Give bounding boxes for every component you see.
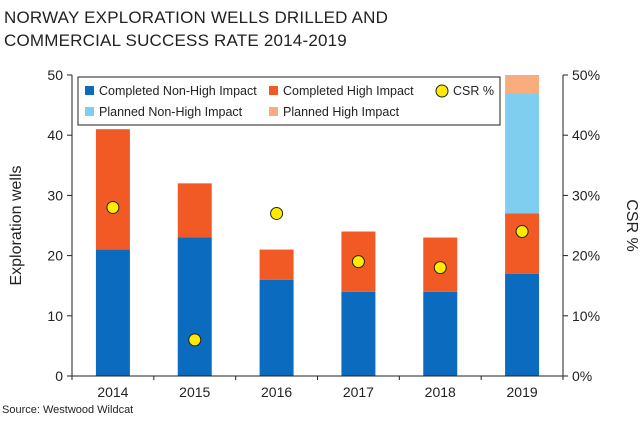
legend-swatch-3 — [85, 107, 94, 116]
bar-2019-series-2 — [505, 93, 540, 214]
y-axis-title: Exploration wells — [8, 165, 25, 285]
legend-swatch-1 — [269, 86, 278, 95]
csr-point-2014 — [106, 200, 120, 214]
bar-2015-series-1 — [177, 183, 212, 238]
bar-2018-series-0 — [423, 291, 458, 376]
bar-2014-series-1 — [95, 129, 130, 250]
y2-tick-label-1: 10% — [572, 308, 600, 324]
x-tick-label-2014: 2014 — [97, 384, 128, 400]
legend-swatch-4 — [269, 107, 278, 116]
bar-2019-series-3 — [505, 75, 540, 94]
x-tick-label-2019: 2019 — [507, 384, 538, 400]
y2-tick-label-5: 50% — [572, 67, 600, 83]
y-tick-label-40: 40 — [47, 127, 63, 143]
csr-point-2017 — [351, 255, 365, 269]
bar-2014-series-0 — [95, 249, 130, 376]
y2-tick-label-2: 20% — [572, 248, 600, 264]
legend-label-1: Completed High Impact — [283, 84, 414, 98]
bar-2017-series-0 — [341, 291, 376, 376]
legend-label-3: Planned Non-High Impact — [99, 105, 243, 119]
y-tick-label-30: 30 — [47, 187, 63, 203]
x-tick-label-2018: 2018 — [425, 384, 456, 400]
legend-label-2: CSR % — [453, 84, 494, 98]
csr-point-2019 — [515, 225, 529, 239]
y-tick-label-20: 20 — [47, 248, 63, 264]
y-tick-label-50: 50 — [47, 67, 63, 83]
legend-box — [77, 76, 501, 126]
legend-swatch-0 — [85, 86, 94, 95]
csr-point-2015 — [188, 333, 202, 347]
bar-2019-series-1 — [505, 213, 540, 274]
bar-2016-series-1 — [259, 249, 294, 280]
x-tick-label-2015: 2015 — [179, 384, 210, 400]
x-tick-label-2016: 2016 — [261, 384, 292, 400]
y-tick-label-10: 10 — [47, 308, 63, 324]
y2-tick-label-3: 30% — [572, 187, 600, 203]
csr-point-2016 — [270, 206, 284, 220]
bar-2015-series-0 — [177, 237, 212, 376]
y2-tick-label-4: 40% — [572, 127, 600, 143]
legend-label-0: Completed Non-High Impact — [99, 84, 257, 98]
chart-title-line-2: COMMERCIAL SUCCESS RATE 2014-2019 — [4, 31, 347, 50]
y2-tick-label-0: 0% — [572, 368, 592, 384]
y-tick-label-0: 0 — [55, 368, 63, 384]
bar-2016-series-0 — [259, 279, 294, 376]
legend-swatch-2 — [435, 84, 449, 98]
chart-title-line-1: NORWAY EXPLORATION WELLS DRILLED AND — [4, 8, 389, 27]
csr-point-2018 — [433, 261, 447, 275]
chart-title: NORWAY EXPLORATION WELLS DRILLED AND COM… — [4, 6, 388, 52]
bar-2019-series-0 — [505, 273, 540, 376]
x-tick-label-2017: 2017 — [343, 384, 374, 400]
y2-axis-title: CSR % — [623, 199, 640, 251]
legend-label-4: Planned High Impact — [283, 105, 400, 119]
source-note: Source: Westwood Wildcat — [2, 404, 134, 416]
